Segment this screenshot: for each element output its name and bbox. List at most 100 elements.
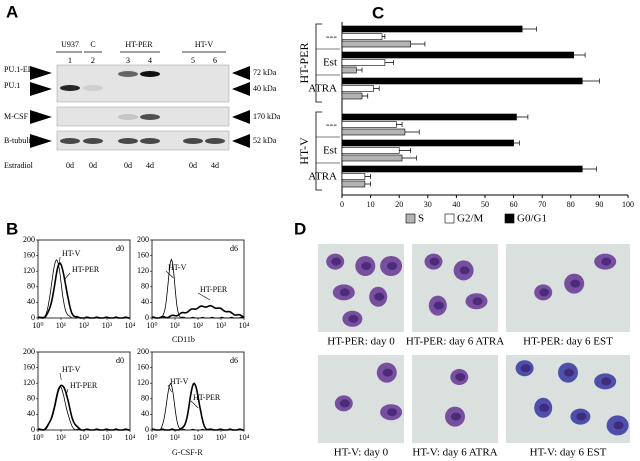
y-tick-label: 160 [23,362,35,371]
band-label: PU.1-ER [4,65,34,74]
x-tick-label: 100 [622,200,634,209]
bar [341,121,397,128]
nucleus [429,257,440,266]
arrow [30,134,52,148]
band [118,114,138,120]
y-tick-label: 0 [145,313,149,322]
nucleus [539,403,550,412]
x-tick-label: 10⁴ [239,433,250,442]
group-bracket [315,23,322,103]
x-tick-label: 10 [367,200,375,209]
arrow [30,66,52,80]
curve-label: HT-V [62,365,81,374]
histogram-curve [151,304,245,319]
bar [341,92,363,100]
lane-number: 5 [191,56,195,65]
x-tick-label: 30 [424,200,432,209]
panel-letter: D [294,219,306,238]
nucleus [374,292,385,301]
histogram-curve [37,384,130,431]
nucleus [387,408,398,417]
error-bar [404,129,420,135]
arrow [232,82,250,96]
nucleus [613,421,624,430]
x-tick-label: 10³ [216,433,227,442]
curve-label: HT-PER [193,393,221,402]
x-tick-label: 10⁰ [32,433,43,442]
y-tick-label: 40 [141,409,149,418]
group-label: HT-V [297,137,311,165]
day-label: d6 [230,244,238,253]
lane-group: U937 [61,40,79,49]
y-tick-label: 40 [27,409,35,418]
group-bracket [315,111,322,191]
nucleus [455,373,466,381]
x-tick-label: 10⁴ [239,321,250,330]
category-label: ATRA [308,83,337,95]
bar [341,180,366,188]
category-label: --- [326,119,337,131]
arrow [232,66,250,80]
caption: HT-PER: day 6 ATRA [406,336,504,348]
caption: HT-PER: day 6 EST [523,336,613,348]
bar [341,77,583,85]
y-tick-label: 120 [137,378,149,387]
error-bar [364,181,371,187]
bar [341,154,403,162]
bar [341,85,374,92]
lane-group: HT-V [195,40,214,49]
x-tick-label: 70 [538,200,546,209]
x-tick-label: 10¹ [170,433,181,442]
error-bar [402,155,417,161]
x-tick-label: 10⁰ [146,321,157,330]
band [83,138,103,144]
bar [341,147,400,154]
leader [197,292,211,301]
estradiol-value: 0d [66,161,74,170]
leader [190,400,199,409]
curve-label: HT-PER [200,285,228,294]
caption: HT-V: day 0 [334,447,389,459]
x-tick-label: 10³ [102,321,113,330]
x-tick-label: 80 [567,200,575,209]
nucleus [576,412,587,421]
category-label: Est [323,145,337,157]
bar [341,139,514,147]
nucleus [539,288,550,297]
nucleus [520,364,531,373]
nucleus [387,262,398,270]
error-bar [362,93,369,99]
band [183,138,203,144]
y-tick-label: 40 [27,297,35,306]
category-label: Est [323,57,337,69]
y-tick-label: 160 [23,250,35,259]
error-bar [356,67,363,73]
error-bar [582,166,597,172]
lane-group: HT-PER [125,40,153,49]
nucleus [564,368,574,377]
error-bar [364,174,371,179]
x-tick-label: 10² [79,321,90,330]
x-tick-label: 10¹ [170,321,181,330]
estradiol-value: 4d [211,161,219,170]
bar [341,173,366,180]
x-tick-label: 10¹ [56,321,67,330]
caption: HT-V: day 6 EST [530,447,607,459]
error-bar [513,140,520,146]
estradiol-label: Estradiol [4,161,34,170]
lane-group: C [90,40,95,49]
y-tick-label: 120 [137,266,149,275]
histogram-curve [37,385,131,431]
y-tick-label: 80 [141,282,149,291]
nucleus [451,412,461,421]
y-tick-label: 120 [23,378,35,387]
band [83,85,103,91]
legend-swatch [405,213,416,224]
kda-label: 40 kDa [253,84,277,93]
legend-label: S [418,213,424,225]
band [140,71,160,77]
day-label: d0 [116,244,124,253]
x-axis-label: CD11b [172,335,195,344]
lane-number: 1 [68,56,72,65]
